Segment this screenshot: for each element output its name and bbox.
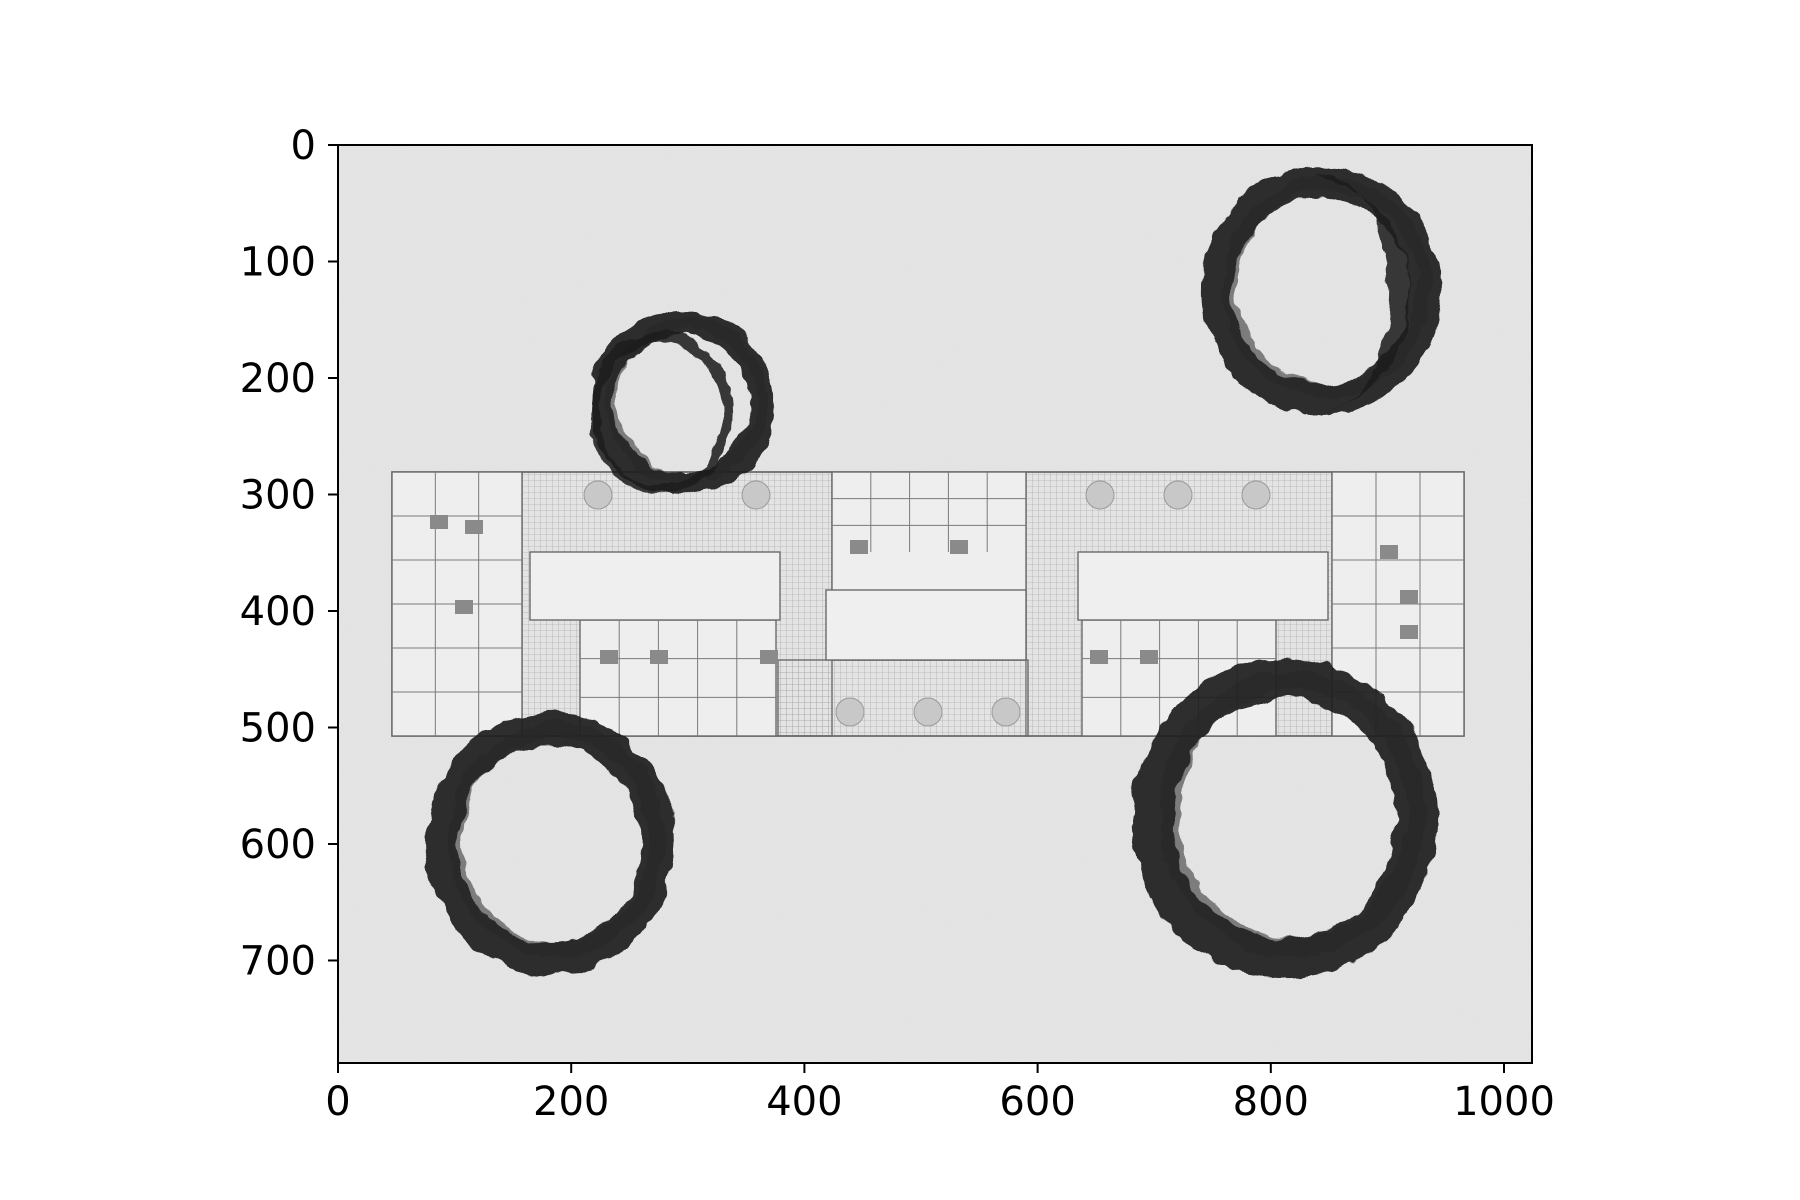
hall-west bbox=[529, 551, 781, 621]
x-tick-label: 1000 bbox=[1453, 1079, 1555, 1125]
y-tick-label: 400 bbox=[240, 589, 316, 635]
ring-stains bbox=[425, 166, 1442, 979]
y-tick-label: 200 bbox=[240, 356, 316, 402]
hall-east bbox=[1077, 551, 1329, 621]
courtyard-center-south bbox=[777, 659, 1029, 737]
stain-bottom-right bbox=[1132, 658, 1438, 979]
stain-bottom-left bbox=[425, 712, 675, 976]
stain-top-right-crescent bbox=[1314, 174, 1411, 410]
floor-plan bbox=[391, 471, 1465, 737]
x-tick-label: 200 bbox=[533, 1079, 609, 1125]
y-tick-label: 500 bbox=[240, 705, 316, 751]
y-axis: 0 100 200 300 400 500 600 700 bbox=[240, 123, 338, 984]
y-tick-label: 0 bbox=[291, 123, 316, 169]
x-tick-label: 600 bbox=[999, 1079, 1075, 1125]
wing-south-west bbox=[579, 619, 777, 737]
hall-center bbox=[825, 589, 1027, 661]
y-tick-label: 100 bbox=[240, 239, 316, 285]
image-area bbox=[338, 145, 1532, 1063]
y-tick-label: 600 bbox=[240, 822, 316, 868]
stain-top-right bbox=[1200, 166, 1442, 415]
x-tick-label: 800 bbox=[1233, 1079, 1309, 1125]
y-tick-label: 300 bbox=[240, 472, 316, 518]
axes-frame bbox=[337, 144, 1533, 1064]
x-axis: 0 200 400 600 800 1000 bbox=[325, 1063, 1555, 1125]
stain-top-center-inner bbox=[588, 331, 734, 495]
x-tick-label: 0 bbox=[325, 1079, 350, 1125]
y-tick-label: 700 bbox=[240, 938, 316, 984]
x-tick-label: 400 bbox=[766, 1079, 842, 1125]
